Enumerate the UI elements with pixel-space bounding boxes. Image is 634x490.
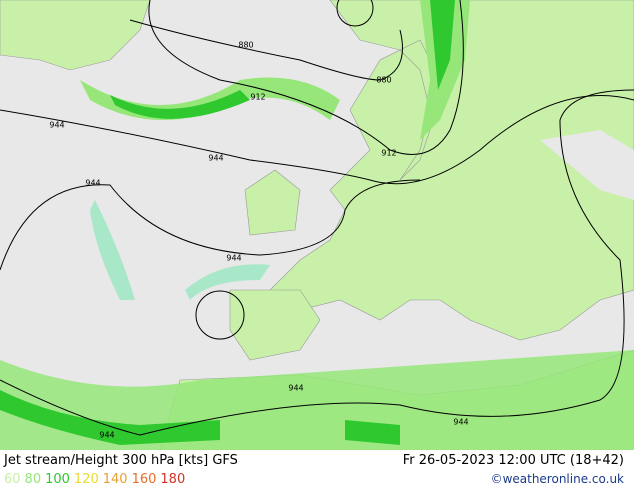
contour-line [336, 0, 374, 27]
legend-item: 120 [73, 472, 99, 487]
contour-label: 944 [208, 154, 223, 163]
contour-label: 944 [99, 431, 114, 440]
caspian [540, 130, 634, 200]
contour-line [0, 179, 421, 271]
contour-label: 944 [453, 418, 468, 427]
jet-band [90, 200, 135, 300]
contour-label: 880 [376, 76, 391, 85]
jet-band [185, 264, 270, 300]
jet-core [430, 0, 455, 90]
jet-core [345, 420, 400, 445]
iberia [229, 289, 321, 361]
contour-label: 944 [85, 179, 100, 188]
map: 880 880 912 912 944 944 944 944 944 944 … [0, 0, 634, 450]
legend-item: 180 [160, 472, 186, 487]
europe [269, 0, 634, 341]
legend-item: 140 [102, 472, 128, 487]
britain [244, 169, 301, 236]
contour-line [0, 95, 634, 185]
title: Jet stream/Height 300 hPa [kts] GFS [4, 453, 238, 468]
contour-line [129, 19, 403, 81]
greenland [0, 0, 151, 71]
legend-item: 160 [131, 472, 157, 487]
contour-label: 944 [288, 384, 303, 393]
contour-line [148, 0, 464, 155]
contour-line [195, 290, 245, 340]
legend-item: 100 [45, 472, 70, 487]
contour-line [0, 89, 634, 436]
legend-item: 80 [24, 472, 42, 487]
contour-label: 912 [381, 149, 396, 158]
legend: 60 80 100 120 140 160 180 [4, 472, 189, 487]
credit[interactable]: ©weatheronline.co.uk [490, 472, 624, 486]
jet-core [0, 390, 220, 445]
contour-label: 944 [226, 254, 241, 263]
contour-label: 944 [49, 121, 64, 130]
contour-label: 912 [250, 93, 265, 102]
legend-item: 60 [4, 472, 21, 487]
contour-label: 880 [238, 41, 253, 50]
datetime: Fr 26-05-2023 12:00 UTC (18+42) [402, 453, 624, 468]
jet-core [110, 90, 250, 119]
